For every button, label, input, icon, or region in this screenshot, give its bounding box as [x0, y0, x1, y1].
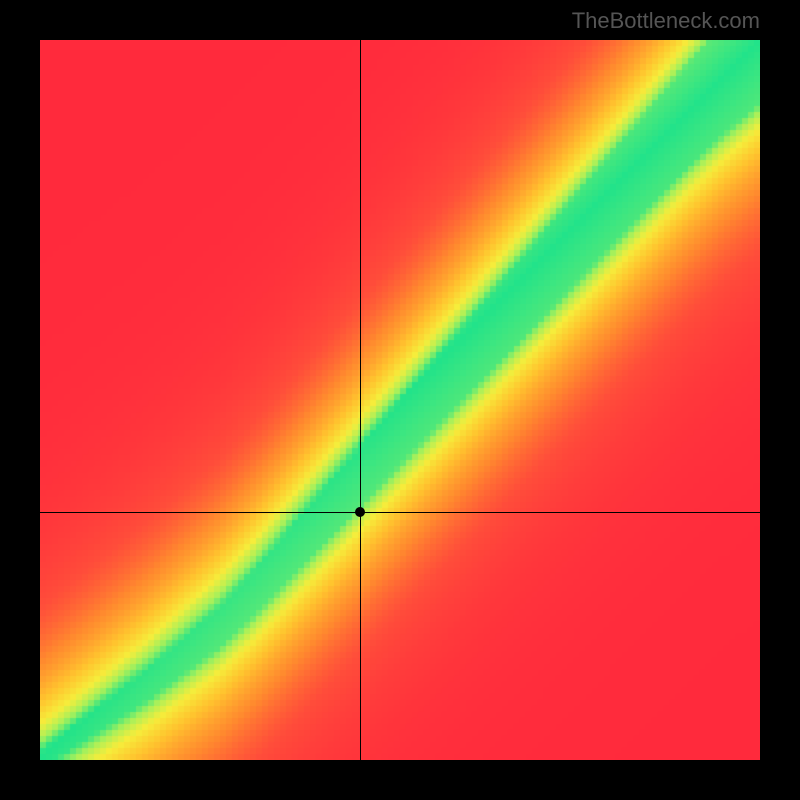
- crosshair-horizontal-line: [40, 512, 760, 513]
- bottleneck-heatmap: [40, 40, 760, 760]
- heatmap-canvas: [40, 40, 760, 760]
- watermark-text: TheBottleneck.com: [572, 8, 760, 34]
- crosshair-marker-point: [355, 507, 365, 517]
- crosshair-vertical-line: [360, 40, 361, 760]
